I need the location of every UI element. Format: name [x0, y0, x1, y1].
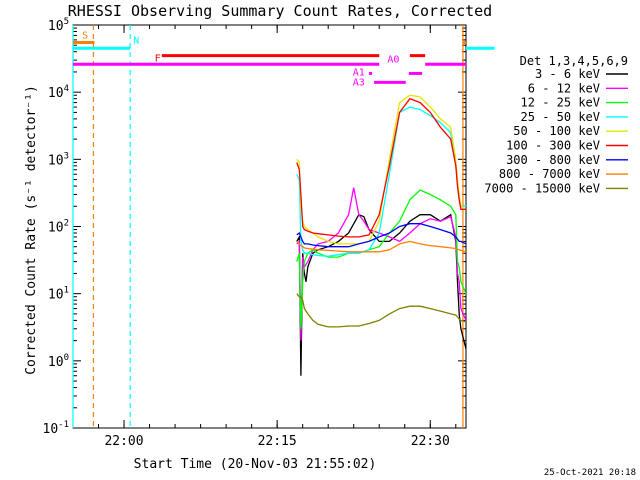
footer-date: 25-Oct-2021 20:18 [544, 468, 636, 478]
y-axis-label: Corrected Count Rate (s⁻¹ detector⁻¹) [24, 85, 39, 375]
series-line [296, 189, 466, 329]
flag-label: F [155, 54, 161, 65]
legend-label: 3 - 6 keV [535, 67, 600, 81]
plot-frame [72, 24, 467, 429]
flag-label: A3 [353, 77, 365, 88]
legend-title: Det 1,3,4,5,6,9 [520, 54, 628, 68]
series-line [296, 94, 466, 245]
series-line [296, 293, 466, 328]
legend-label: 800 - 7000 keV [499, 167, 600, 181]
x-axis-label: Start Time (20-Nov-03 21:55:02) [134, 457, 377, 472]
y-tick-label: 102 [48, 219, 69, 236]
y-tick-label: 10-1 [43, 420, 70, 437]
x-tick-label: 22:00 [104, 434, 143, 449]
y-tick-label: 105 [48, 17, 69, 34]
x-tick-label: 22:30 [411, 434, 450, 449]
x-tick-label: 22:15 [258, 434, 297, 449]
series-line [296, 213, 466, 376]
chart-title: RHESSI Observing Summary Count Rates, Co… [68, 2, 492, 20]
flag-label: N [133, 35, 139, 46]
legend-label: 7000 - 15000 keV [484, 181, 600, 195]
flag-label: A1 [353, 67, 365, 78]
legend-label: 25 - 50 keV [521, 110, 600, 124]
plot-area: 10-1 100 101 102 103 104 105 22:00 22:15 22:30 S N F… [43, 17, 495, 449]
legend-label: 100 - 300 keV [506, 139, 600, 153]
y-tick-label: 103 [48, 151, 69, 168]
legend-label: 12 - 25 keV [521, 96, 600, 110]
y-tick-label: 104 [48, 84, 69, 101]
y-tick-label: 100 [48, 353, 69, 370]
series-line [296, 223, 466, 248]
flag-label: A0 [387, 54, 399, 65]
legend-label: 50 - 100 keV [513, 124, 600, 138]
series-line [296, 240, 466, 253]
series-line [296, 97, 466, 238]
y-tick-label: 101 [48, 286, 69, 303]
legend-label: 6 - 12 keV [528, 81, 600, 95]
flag-label: S [82, 30, 88, 41]
legend-label: 300 - 800 keV [506, 153, 600, 167]
